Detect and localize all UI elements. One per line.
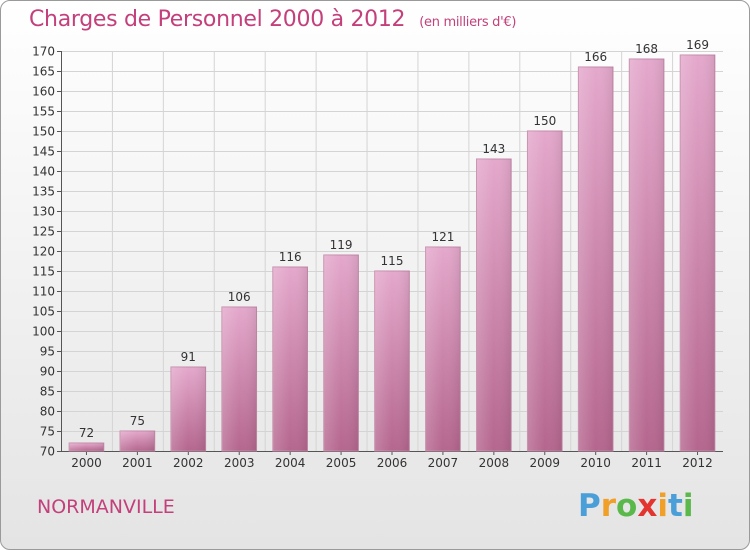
- y-tick-label: 100: [32, 325, 55, 339]
- data-label-2012: 169: [686, 38, 709, 52]
- logo-letter: P: [578, 488, 601, 524]
- data-label-2006: 115: [381, 254, 404, 268]
- y-tick-label: 120: [32, 245, 55, 259]
- bar-shade: [170, 367, 206, 451]
- x-tick-label: 2009: [529, 456, 560, 470]
- y-tick-label: 150: [32, 125, 55, 139]
- bar-shade: [578, 67, 614, 451]
- data-label-2000: 72: [79, 426, 94, 440]
- bar-shade: [374, 271, 410, 451]
- x-tick-label: 2010: [580, 456, 611, 470]
- x-tick-label: 2012: [682, 456, 713, 470]
- data-label-2008: 143: [482, 142, 505, 156]
- x-tick-label: 2004: [275, 456, 306, 470]
- chart-subtitle: (en milliers d'€): [419, 15, 517, 30]
- y-tick-label: 145: [32, 145, 55, 159]
- bar-shade: [425, 247, 461, 451]
- x-tick-label: 2008: [479, 456, 510, 470]
- y-tick-label: 115: [32, 265, 55, 279]
- data-label-2004: 116: [279, 250, 302, 264]
- logo-letter: i: [682, 488, 694, 524]
- y-tick-label: 70: [40, 445, 55, 459]
- y-tick-label: 125: [32, 225, 55, 239]
- data-label-2011: 168: [635, 42, 658, 56]
- bar-shade: [272, 267, 308, 451]
- y-tick-label: 85: [40, 385, 55, 399]
- data-label-2009: 150: [533, 114, 556, 128]
- bar-shade: [221, 307, 257, 451]
- x-tick-label: 2011: [631, 456, 662, 470]
- y-tick-label: 105: [32, 305, 55, 319]
- y-tick-label: 80: [40, 405, 55, 419]
- logo-letter: x: [637, 488, 658, 524]
- x-tick-label: 2005: [326, 456, 357, 470]
- x-tick-label: 2007: [428, 456, 459, 470]
- bar-shade: [69, 443, 104, 451]
- commune-name: NORMANVILLE: [37, 496, 175, 518]
- y-tick-label: 160: [32, 85, 55, 99]
- y-tick-label: 90: [40, 365, 55, 379]
- data-label-2010: 166: [584, 50, 607, 64]
- label-layer: 72 75 91 106 116 119 115 121 143 150 166 168 169: [79, 38, 709, 440]
- bar-shade: [629, 59, 664, 451]
- y-tick-label: 140: [32, 165, 55, 179]
- data-label-2001: 75: [130, 414, 145, 428]
- bar-shade: [476, 159, 512, 451]
- proxiti-logo[interactable]: Proxiti: [578, 488, 693, 524]
- bar-shade: [323, 255, 359, 451]
- x-tick-label: 2002: [173, 456, 204, 470]
- chart-title-text: Charges de Personnel 2000 à 2012: [29, 7, 406, 32]
- y-tick-label: 95: [40, 345, 55, 359]
- y-tick-label: 155: [32, 105, 55, 119]
- logo-letter: r: [600, 488, 617, 524]
- data-label-2002: 91: [181, 350, 196, 364]
- y-tick-label: 170: [32, 45, 55, 59]
- logo-letter: o: [616, 488, 638, 524]
- bar-layer: [68, 54, 716, 452]
- bar-shade: [120, 431, 155, 451]
- data-label-2007: 121: [431, 230, 454, 244]
- y-tick-label: 110: [32, 285, 55, 299]
- chart-title: Charges de Personnel 2000 à 2012 (en mill…: [29, 7, 516, 32]
- y-tick-label: 75: [40, 425, 55, 439]
- y-tick-label: 130: [32, 205, 55, 219]
- logo-letter: i: [657, 488, 668, 524]
- data-label-2003: 106: [228, 290, 251, 304]
- y-tick-label: 135: [32, 185, 55, 199]
- x-tick-label: 2006: [377, 456, 408, 470]
- logo-letter: t: [667, 488, 683, 524]
- bar-shade: [680, 55, 715, 451]
- x-tick-label: 2000: [71, 456, 102, 470]
- bar-shade: [527, 131, 563, 451]
- x-tick-label: 2001: [122, 456, 153, 470]
- x-tick-label: 2003: [224, 456, 255, 470]
- data-label-2005: 119: [330, 238, 353, 252]
- y-tick-label: 165: [32, 65, 55, 79]
